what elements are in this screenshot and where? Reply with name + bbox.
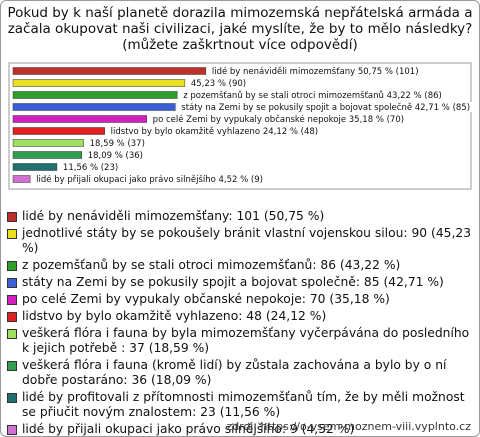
legend-item: státy na Zemi by se pokusily spojit a bo… xyxy=(7,275,473,290)
label-bg xyxy=(188,78,249,88)
legend-marker xyxy=(7,329,17,339)
legend-label: veškerá flóra i fauna (kromě lidí) by zů… xyxy=(22,358,447,387)
legend-marker xyxy=(7,278,17,288)
legend-label: lidé by profitovali z přítomnosti mimoze… xyxy=(22,390,465,419)
data-label: lidstvo by bylo okamžitě vyhlazeno 24,12… xyxy=(111,127,318,137)
label-bg xyxy=(34,174,265,184)
bar xyxy=(12,163,58,171)
bar xyxy=(12,175,31,183)
label-bg xyxy=(181,90,444,100)
bar xyxy=(12,127,105,135)
legend-item: veškerá flóra i fauna (kromě lidí) by zů… xyxy=(7,358,473,388)
data-label: státy na Zemi by se pokusily spojit a bo… xyxy=(181,102,470,113)
legend-marker xyxy=(7,212,17,222)
label-bg xyxy=(209,66,421,76)
legend-label: lidé by přijali okupaci jako právo silně… xyxy=(22,422,355,436)
legend-marker xyxy=(7,261,17,271)
bar xyxy=(12,115,147,123)
chart-title: Pokud by k naší planetě dorazila mimozem… xyxy=(7,5,473,53)
legend-item: jednotlivé státy by se pokoušely bránit … xyxy=(7,226,473,256)
legend-item: veškerá flóra i fauna by byla mimozemšťa… xyxy=(7,326,473,356)
source: zdroj: https://o-vsem-moznem-viii.vyplnt… xyxy=(226,420,471,433)
bar xyxy=(12,151,82,159)
legend: lidé by nenáviděli mimozemšťany: 101 (50… xyxy=(7,209,473,436)
label-bg xyxy=(179,102,473,112)
label-bg xyxy=(150,114,407,124)
legend-marker xyxy=(7,312,17,322)
data-label: z pozemšťanů by se stali otroci mimozemš… xyxy=(183,90,442,101)
data-label: 45,23 % (90) xyxy=(191,79,246,89)
bar xyxy=(12,67,207,75)
data-label: lidé by nenáviděli mimozemšťany 50,75 % … xyxy=(212,66,419,77)
bar xyxy=(12,79,186,87)
legend-item: po celé Zemi by vypukaly občanské nepoko… xyxy=(7,292,473,307)
legend-label: lidstvo by bylo okamžitě vyhlazeno: 48 (… xyxy=(22,309,327,323)
plot: lidé by nenáviděli mimozemšťany 50,75 % … xyxy=(8,62,473,190)
label-bg xyxy=(87,138,147,148)
legend-marker xyxy=(7,425,17,435)
legend-item: lidé by profitovali z přítomnosti mimoze… xyxy=(7,390,473,420)
legend-marker xyxy=(7,361,17,371)
bar xyxy=(12,103,176,111)
bar xyxy=(12,139,84,147)
bar xyxy=(12,91,178,99)
data-label: 18,09 % (36) xyxy=(88,151,143,161)
data-label: 18,59 % (37) xyxy=(90,139,145,149)
legend-marker xyxy=(7,295,17,305)
legend-item: lidstvo by bylo okamžitě vyhlazeno: 48 (… xyxy=(7,309,473,324)
legend-item: z pozemšťanů by se stali otroci mimozemš… xyxy=(7,258,473,273)
label-bg xyxy=(85,150,146,160)
legend-item: lidé by přijali okupaci jako právo silně… xyxy=(7,422,473,436)
data-label: 11,56 % (23) xyxy=(63,163,118,173)
legend-label: z pozemšťanů by se stali otroci mimozemš… xyxy=(22,258,401,272)
label-bg xyxy=(108,126,321,136)
legend-marker xyxy=(7,229,17,239)
legend-label: jednotlivé státy by se pokoušely bránit … xyxy=(22,226,472,255)
legend-label: po celé Zemi by vypukaly občanské nepoko… xyxy=(22,292,390,306)
legend-marker xyxy=(7,393,17,403)
legend-item: lidé by nenáviděli mimozemšťany: 101 (50… xyxy=(7,209,473,224)
legend-label: státy na Zemi by se pokusily spojit a bo… xyxy=(22,275,444,289)
label-bg xyxy=(60,162,121,172)
data-label: lidé by přijali okupaci jako právo silně… xyxy=(36,174,263,185)
legend-label: lidé by nenáviděli mimozemšťany: 101 (50… xyxy=(22,209,325,223)
data-label: po celé Zemi by vypukaly občanské nepoko… xyxy=(153,114,404,125)
legend-label: veškerá flóra i fauna by byla mimozemšťa… xyxy=(22,326,470,355)
